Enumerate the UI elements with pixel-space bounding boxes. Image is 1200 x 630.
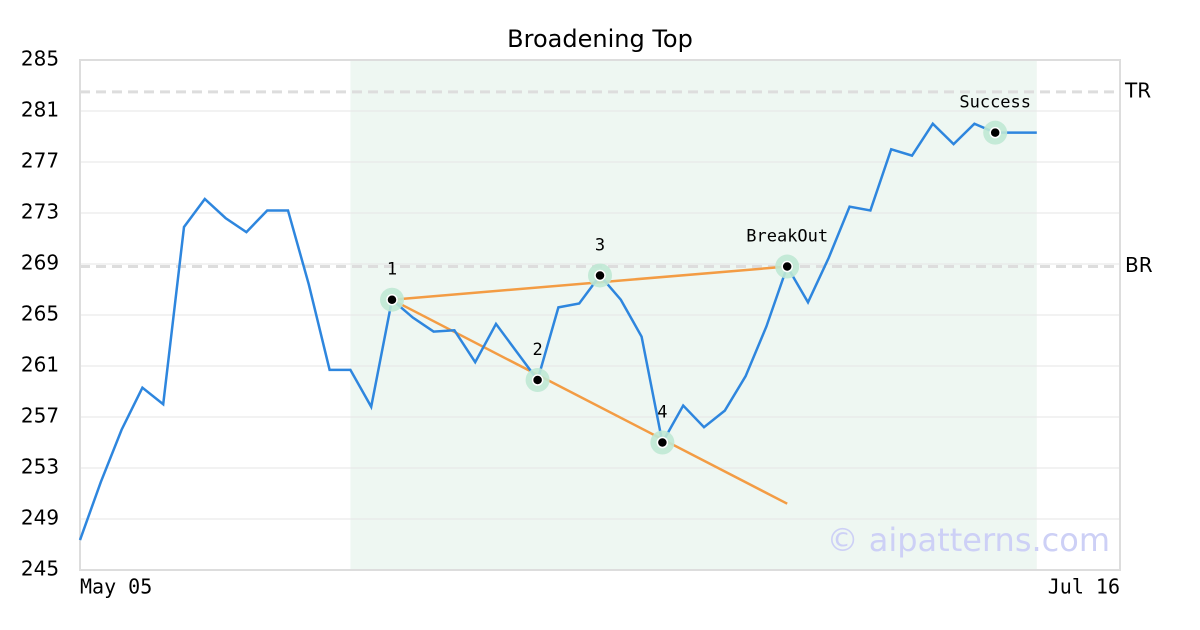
y-tick-label: 285 (21, 47, 59, 71)
point-label: 2 (532, 340, 542, 360)
point-marker (531, 374, 544, 386)
chart-title: Broadening Top (507, 25, 693, 53)
y-tick-label: 261 (21, 353, 59, 377)
point-marker (656, 436, 669, 449)
y-tick-label: 245 (21, 557, 59, 581)
y-tick-label: 269 (21, 251, 59, 275)
point-marker (594, 269, 606, 282)
y-tick-label: 257 (21, 404, 59, 428)
point-label: BreakOut (746, 227, 828, 247)
point-label: 4 (657, 403, 667, 423)
y-tick-label: 249 (21, 506, 59, 530)
y-tick-label: 253 (21, 455, 59, 479)
point-marker (989, 126, 1001, 139)
y-tick-label: 273 (21, 200, 59, 224)
y-tick-label: 265 (21, 302, 59, 326)
point-label: 3 (595, 235, 605, 255)
level-label: TR (1124, 78, 1151, 102)
point-label: 1 (387, 260, 397, 280)
watermark: © aipatterns.com (827, 521, 1110, 559)
y-tick-label: 277 (21, 149, 59, 173)
y-tick-label: 281 (21, 98, 59, 122)
trend-line (391, 265, 788, 301)
x-tick-label: Jul 16 (1048, 575, 1120, 599)
plot-frame (79, 59, 1121, 571)
level-label: BR (1125, 253, 1153, 277)
point-label: Success (959, 93, 1031, 113)
x-tick-label: May 05 (80, 575, 152, 599)
series-line (78, 121, 1037, 541)
point-marker (781, 260, 793, 273)
point-marker (386, 293, 398, 306)
